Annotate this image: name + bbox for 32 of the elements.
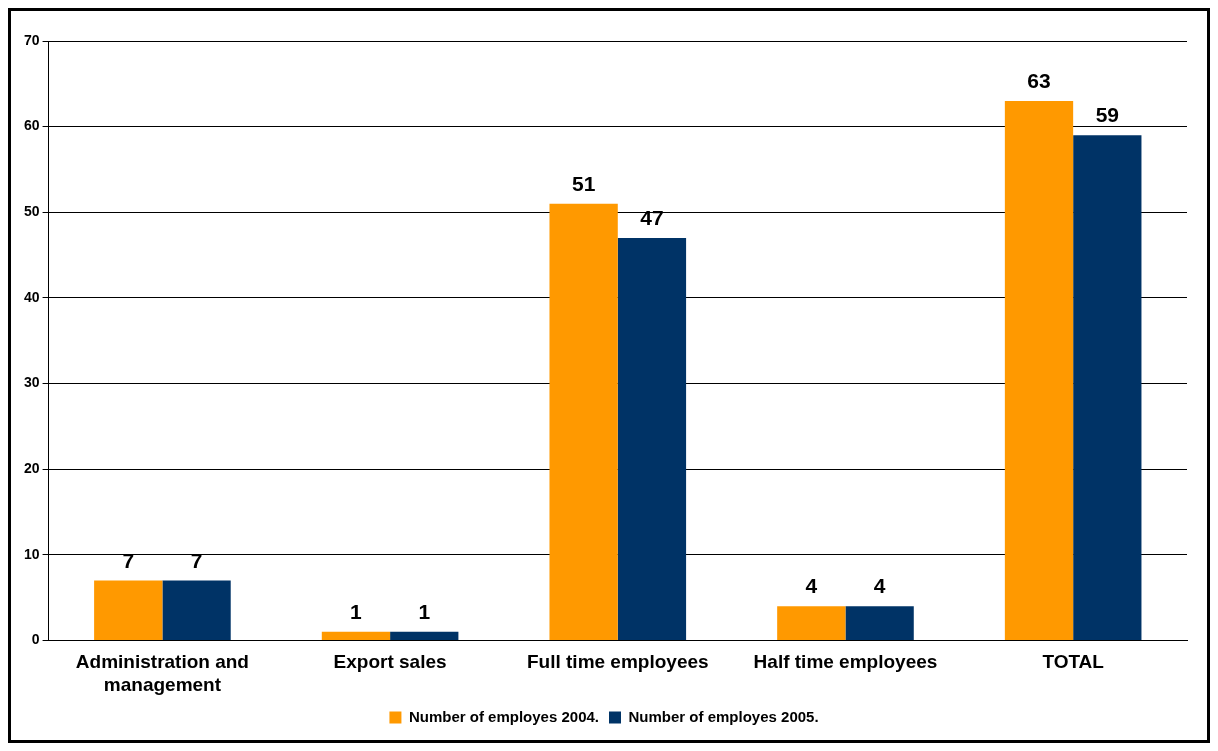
y-tick-label: 30 xyxy=(23,374,40,391)
bar xyxy=(617,237,687,640)
bar xyxy=(777,606,846,640)
y-tick-label: 60 xyxy=(23,117,40,134)
y-tick-label: 10 xyxy=(23,545,40,562)
x-tick-label: Export sales xyxy=(333,651,447,673)
legend-label: Number of employes 2005. xyxy=(628,707,819,725)
y-tick-label: 0 xyxy=(31,631,40,648)
data-label: 4 xyxy=(873,574,886,598)
bar xyxy=(1004,100,1074,640)
y-tick-label: 50 xyxy=(23,203,40,220)
bar xyxy=(1073,135,1142,640)
bar xyxy=(94,580,163,640)
x-tick-label: Administration and management xyxy=(75,651,249,695)
y-tick-label: 40 xyxy=(23,288,40,305)
x-tick-label: Half time employees xyxy=(753,651,938,673)
bar xyxy=(390,631,459,640)
bar xyxy=(162,580,231,640)
data-label: 59 xyxy=(1095,103,1119,127)
y-tick-label: 70 xyxy=(23,31,40,48)
data-label: 1 xyxy=(350,600,363,624)
data-label: 63 xyxy=(1027,69,1051,93)
data-label: 4 xyxy=(805,574,818,598)
data-label: 1 xyxy=(418,600,431,624)
bar xyxy=(321,631,391,640)
legend-label: Number of employes 2004. xyxy=(408,707,600,725)
x-tick-label: TOTAL xyxy=(1042,651,1105,673)
y-tick-label: 20 xyxy=(23,460,40,476)
data-label: 51 xyxy=(571,171,596,195)
bar xyxy=(845,606,914,640)
bar xyxy=(549,203,618,640)
x-tick-label: Full time employees xyxy=(526,651,709,673)
